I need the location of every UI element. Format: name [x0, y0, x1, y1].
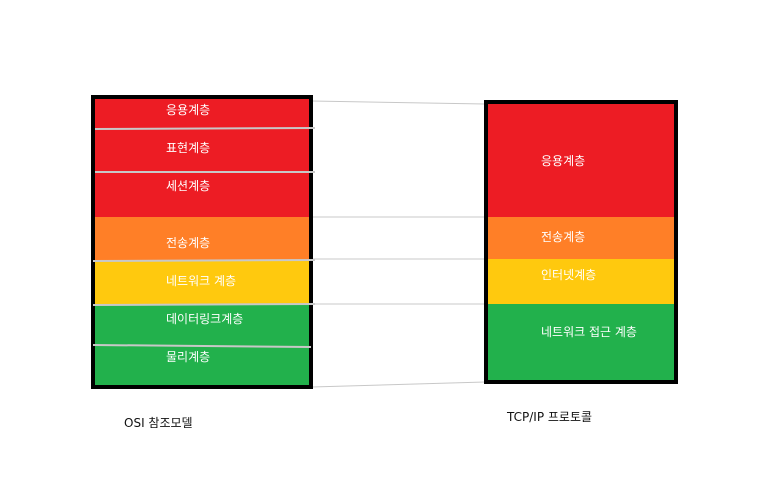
- osi-caption: OSI 참조모델: [124, 416, 193, 430]
- osi-layer-network: [95, 261, 309, 305]
- tcpip-label-transport: 전송계층: [541, 230, 585, 244]
- osi-separator: [92, 303, 316, 306]
- osi-separator: [92, 344, 312, 348]
- osi-layer-datalink: [95, 305, 309, 346]
- osi-label-presentation: 표현계층: [166, 141, 210, 155]
- osi-layer-session: [95, 172, 309, 217]
- osi-label-session: 세션계층: [166, 179, 210, 193]
- tcpip-caption: TCP/IP 프로토콜: [506, 410, 592, 424]
- osi-layer-physical: [95, 346, 309, 385]
- tcpip-label-internet: 인터넷계층: [541, 268, 596, 282]
- tcpip-layer-network-access: [488, 304, 674, 380]
- osi-separator: [92, 259, 316, 262]
- osi-separator: [94, 127, 316, 130]
- osi-label-network: 네트워크 계층: [166, 274, 236, 288]
- osi-label-physical: 물리계층: [166, 350, 210, 364]
- tcpip-label-application: 응용계층: [541, 154, 585, 168]
- osi-layer-application: [95, 99, 309, 129]
- tcpip-layer-internet: [488, 259, 674, 304]
- tcpip-layer-transport: [488, 217, 674, 259]
- tcpip-label-network-access: 네트워크 접근 계층: [541, 325, 637, 339]
- connector-top: [311, 100, 486, 105]
- osi-label-application: 응용계층: [166, 103, 210, 117]
- tcpip-layer-application: [488, 104, 674, 217]
- connector-bottom: [311, 381, 486, 388]
- tcpip-stack: 응용계층 전송계층 인터넷계층 네트워크 접근 계층: [484, 100, 678, 384]
- osi-layer-presentation: [95, 129, 309, 172]
- osi-label-datalink: 데이터링크계층: [166, 312, 243, 326]
- osi-stack: 응용계층 표현계층 세션계층 전송계층 네트워크 계층 데이터링크계층 물리계층: [91, 95, 316, 389]
- osi-label-transport: 전송계층: [166, 236, 210, 250]
- osi-layer-transport: [95, 217, 309, 261]
